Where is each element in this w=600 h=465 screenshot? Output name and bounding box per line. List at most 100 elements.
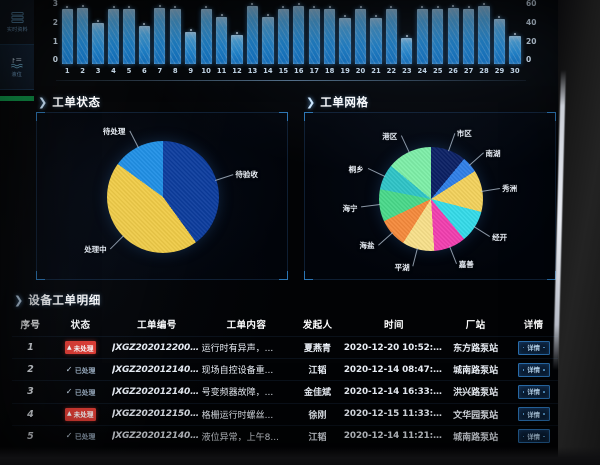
bar: [493, 16, 506, 64]
corner-mark: [304, 271, 313, 280]
panel-title-status: ❯ 工单状态: [38, 94, 101, 110]
bar-chart-x-axis: 1 2 3 4 5 6 7 8 9 10 11 12 13 14 15 16 17 18 19 20 21 22 23 24 2…: [60, 67, 522, 78]
detail-button[interactable]: 详情: [517, 407, 550, 422]
corner-mark: [36, 112, 45, 121]
bar-series: [60, 2, 522, 65]
warning-icon: ▲: [67, 343, 72, 351]
bar-slot: [307, 2, 321, 64]
detail-button[interactable]: 详情: [517, 384, 550, 399]
warning-icon: ▲: [67, 410, 72, 418]
bar: [339, 15, 351, 64]
bar-value-dot: [266, 13, 269, 16]
cell-code: JXGZ202012140202: [112, 380, 202, 404]
cell-status: ▲ 未处理: [48, 402, 113, 426]
bar: [92, 19, 104, 65]
status-badge-unhandled: ▲ 未处理: [64, 407, 97, 421]
x-tick: 4: [111, 67, 116, 75]
bar-slot: [461, 2, 475, 64]
y2-tick: 40: [526, 17, 537, 27]
y2-tick: 0: [526, 55, 532, 65]
cell-detail: 详情: [507, 358, 560, 381]
bar-value-dot: [498, 16, 501, 19]
bar-slot: [446, 2, 460, 64]
panel-title-grid-text: 工单网格: [320, 95, 369, 109]
daily-bar-chart: 3 2 1 0 60 40 20 0 1 2 3 4 5 6 7 8 9 10 11 12 13 14 15…: [36, 0, 560, 86]
bar: [215, 13, 228, 65]
x-tick: 1: [64, 67, 70, 75]
x-tick: 9: [188, 67, 194, 75]
bar: [385, 6, 398, 64]
corner-mark: [547, 112, 556, 121]
bar-slot: [106, 2, 120, 64]
table-row[interactable]: 2 ✓ 已处理 JXGZ20201214018 现场自控设备重... 江韬 2020-12-…: [12, 358, 560, 381]
bar-slot: [91, 2, 105, 65]
dot-icon: [543, 435, 545, 438]
cell-station: 城南路泵站: [444, 358, 508, 381]
bar: [77, 5, 89, 64]
panel-title-status-text: 工单状态: [52, 95, 101, 109]
table-body: 1 ▲ 未处理 JXGZ20201220001 运行时有异声，... 夏燕青 2020-12…: [12, 335, 560, 447]
dot-icon: [543, 391, 545, 393]
pie-leader-line: [377, 231, 393, 246]
bar-value-dot: [81, 5, 84, 8]
col-content: 工单内容: [226, 320, 267, 331]
table-row[interactable]: 4 ▲ 未处理 JXGZ20201215021 格栅运行时螺丝... 徐刚 2020-12-…: [12, 402, 560, 426]
bar-slot: [322, 2, 336, 64]
table-row[interactable]: 1 ▲ 未处理 JXGZ20201220001 运行时有异声，... 夏燕青 2020-12…: [12, 335, 560, 359]
pie-leader-line: [412, 248, 419, 267]
detail-button[interactable]: 详情: [517, 362, 550, 377]
bar: [169, 6, 182, 64]
pie-slice-label: 桐乡: [348, 165, 364, 175]
chevron-right-icon: ❯: [306, 95, 316, 109]
bar: [354, 6, 367, 64]
cell-detail: 详情: [507, 380, 560, 404]
bar-slot: [153, 2, 167, 64]
cell-idx: 2: [12, 358, 49, 381]
bar: [138, 22, 151, 65]
check-icon: ✓: [65, 364, 73, 374]
col-person: 发起人: [302, 320, 333, 331]
bar: [277, 6, 290, 64]
bar: [200, 6, 213, 64]
bar: [324, 6, 336, 64]
pie-body: [107, 141, 219, 253]
col-detail: 详情: [523, 320, 544, 331]
bar: [416, 6, 429, 64]
bar: [462, 6, 475, 64]
rail-accent-bar: [0, 96, 34, 101]
detail-button[interactable]: 详情: [517, 340, 550, 355]
pie-leader-line: [469, 152, 485, 167]
cell-detail: 详情: [507, 402, 560, 426]
detail-button[interactable]: 详情: [517, 429, 550, 444]
bar-slot: [369, 2, 383, 64]
corner-mark: [279, 271, 288, 280]
col-code: 工单编号: [137, 320, 177, 331]
table-row[interactable]: 5 ✓ 已处理 JXGZ20201214019 液位异常，上午8... 江韬 2020-12…: [12, 424, 560, 447]
cell-code: JXGZ20201214019: [112, 424, 202, 447]
bar-value-dot: [421, 6, 424, 9]
pie-slice-label: 南湖: [485, 148, 501, 158]
x-tick: 19: [340, 67, 350, 75]
monitor-bezel-bottom: [0, 447, 600, 465]
bar-slot: [122, 2, 136, 64]
bar-chart-y2-axis: 60 40 20 0: [526, 0, 548, 64]
table-row[interactable]: 3 ✓ 已处理 JXGZ202012140202 号变频器故障，... 金佳斌 2020-1…: [12, 380, 560, 404]
status-badge-unhandled: ▲ 未处理: [64, 341, 97, 355]
y-tick: 3: [52, 0, 58, 8]
x-tick: 5: [126, 67, 132, 75]
panel-work-order-status: 待验收 处理中 待处理: [36, 112, 288, 280]
cell-content: 液位异常，上午8...: [201, 424, 292, 447]
cell-status: ✓ 已处理: [48, 380, 113, 404]
dot-icon: [543, 413, 545, 415]
sidebar-item-level[interactable]: 液位: [0, 45, 34, 90]
x-tick: 30: [510, 67, 520, 75]
cell-detail: 详情: [507, 335, 560, 359]
y-tick: 1: [52, 36, 58, 46]
y-tick: 0: [52, 55, 58, 65]
bar-slot: [245, 2, 259, 65]
pie-slice-label: 海宁: [342, 203, 358, 213]
bar-value-dot: [174, 6, 177, 9]
col-time: 时间: [384, 320, 404, 331]
sidebar-item-data[interactable]: 实时资料: [0, 0, 34, 45]
bar-value-dot: [66, 6, 69, 9]
